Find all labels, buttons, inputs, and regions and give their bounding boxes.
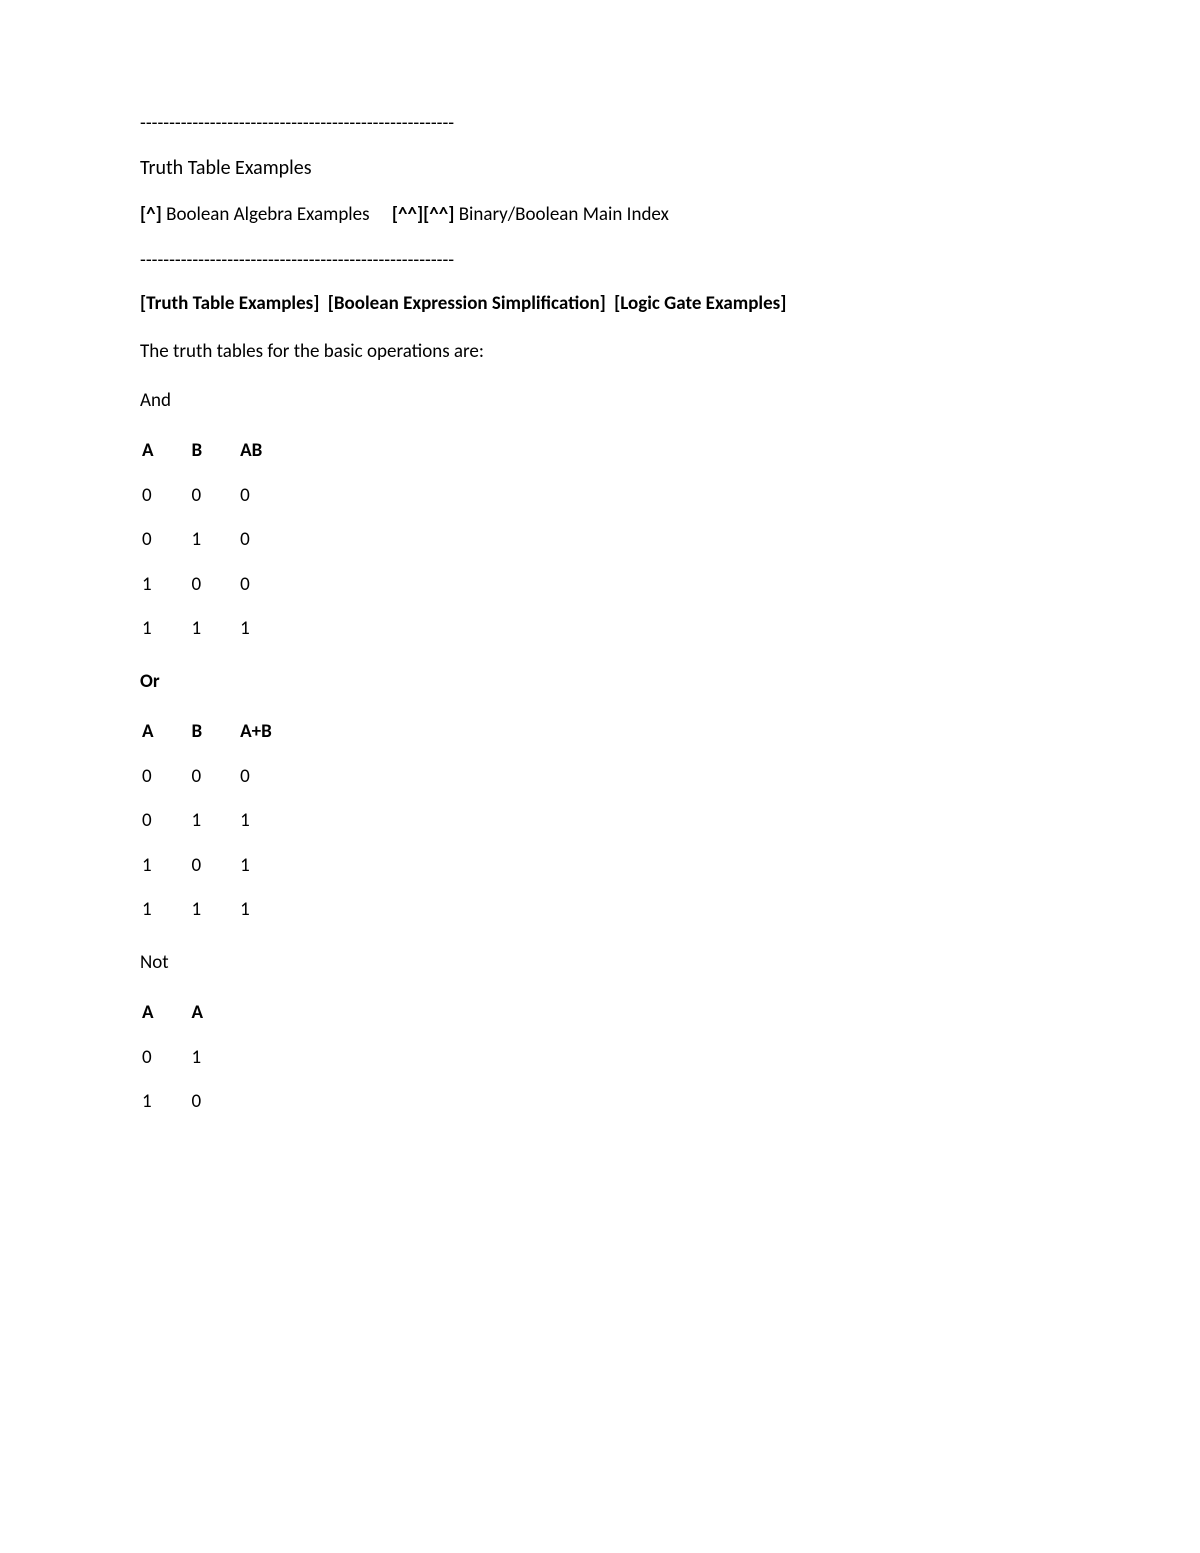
col-header: AB [238, 429, 298, 474]
not-title: Not [140, 949, 1060, 978]
breadcrumb-label: Binary/Boolean Main Index [459, 203, 669, 226]
nav-link-simplification[interactable]: [Boolean Expression Simplification] [328, 292, 606, 315]
or-title: Or [140, 668, 1060, 697]
cell: 0 [190, 755, 239, 800]
breadcrumb-label: Boolean Algebra Examples [166, 203, 369, 226]
cell: 1 [140, 607, 190, 652]
cell: 1 [190, 607, 239, 652]
cell: 0 [238, 563, 298, 608]
cell: 0 [140, 474, 190, 519]
cell: 0 [140, 1036, 190, 1081]
cell: 1 [190, 888, 239, 933]
cell: 0 [140, 799, 190, 844]
nav-link-logic-gate[interactable]: [Logic Gate Examples] [614, 292, 786, 315]
and-title: And [140, 387, 1060, 416]
breadcrumb-item-boolean-algebra[interactable]: [^] Boolean Algebra Examples [140, 203, 374, 226]
cell: 0 [190, 1080, 240, 1125]
cell: 1 [140, 844, 190, 889]
breadcrumb-item-main-index[interactable]: [^^][^^] Binary/Boolean Main Index [392, 203, 669, 226]
nav-link-truth-table[interactable]: [Truth Table Examples] [140, 292, 319, 315]
cell: 0 [190, 474, 239, 519]
cell: 1 [238, 844, 308, 889]
nav-links: [Truth Table Examples] [Boolean Expressi… [140, 290, 1060, 319]
table-row: 1 0 [140, 1080, 239, 1125]
col-header: B [190, 429, 239, 474]
intro-text: The truth tables for the basic operation… [140, 338, 1060, 367]
cell: 1 [238, 799, 308, 844]
breadcrumb-prefix: [^] [140, 203, 162, 226]
table-row: 1 0 0 [140, 563, 298, 608]
col-header: A [190, 991, 240, 1036]
col-header: B [190, 710, 239, 755]
cell: 0 [140, 518, 190, 563]
page-title: Truth Table Examples [140, 153, 1060, 183]
cell: 0 [190, 844, 239, 889]
table-header-row: A A [140, 991, 239, 1036]
mid-divider: ----------------------------------------… [140, 247, 1060, 276]
table-row: 0 0 0 [140, 755, 308, 800]
cell: 1 [238, 607, 298, 652]
or-table: A B A+B 0 0 0 0 1 1 1 0 1 1 1 1 [140, 710, 308, 933]
table-row: 1 1 1 [140, 888, 308, 933]
cell: 0 [140, 755, 190, 800]
breadcrumb-prefix: [^^][^^] [392, 203, 455, 226]
table-row: 0 0 0 [140, 474, 298, 519]
cell: 0 [238, 518, 298, 563]
table-header-row: A B A+B [140, 710, 308, 755]
cell: 1 [140, 1080, 190, 1125]
cell: 1 [190, 799, 239, 844]
table-header-row: A B AB [140, 429, 298, 474]
table-row: 0 1 [140, 1036, 239, 1081]
cell: 0 [238, 474, 298, 519]
col-header: A [140, 429, 190, 474]
table-row: 1 1 1 [140, 607, 298, 652]
and-table: A B AB 0 0 0 0 1 0 1 0 0 1 1 1 [140, 429, 298, 652]
col-header: A [140, 991, 190, 1036]
cell: 1 [140, 888, 190, 933]
col-header: A+B [238, 710, 308, 755]
table-row: 0 1 0 [140, 518, 298, 563]
not-table: A A 0 1 1 0 [140, 991, 239, 1125]
table-row: 0 1 1 [140, 799, 308, 844]
col-header: A [140, 710, 190, 755]
cell: 1 [190, 1036, 240, 1081]
cell: 0 [190, 563, 239, 608]
cell: 1 [238, 888, 308, 933]
cell: 0 [238, 755, 308, 800]
breadcrumb: [^] Boolean Algebra Examples [^^][^^] Bi… [140, 201, 1060, 230]
top-divider: ----------------------------------------… [140, 110, 1060, 139]
cell: 1 [190, 518, 239, 563]
cell: 1 [140, 563, 190, 608]
table-row: 1 0 1 [140, 844, 308, 889]
